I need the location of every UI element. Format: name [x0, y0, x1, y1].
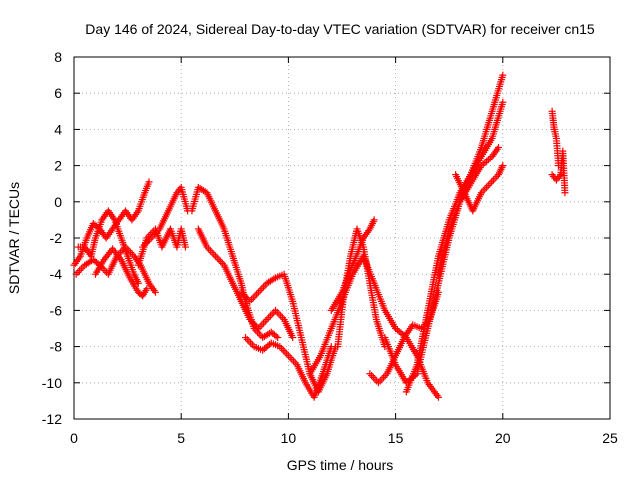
series-satellite-track-19 [548, 107, 563, 170]
series-satellite-track-18 [452, 162, 507, 215]
data-point-marker [181, 243, 189, 251]
data-point-marker [274, 334, 282, 342]
y-tick-label: 2 [54, 158, 62, 174]
data-point-marker [434, 393, 442, 401]
series-satellite-track-20 [548, 147, 569, 197]
data-point-marker [327, 343, 335, 351]
series-satellite-track-10 [242, 334, 335, 401]
data-point-marker [145, 178, 153, 186]
y-tick-label: -10 [42, 375, 62, 391]
data-point-marker [495, 144, 503, 151]
x-tick-label: 15 [388, 430, 404, 446]
data-point-marker [143, 285, 151, 293]
y-tick-label: -6 [50, 302, 63, 318]
y-tick-label: 4 [54, 121, 62, 137]
data-points [70, 71, 569, 401]
series-satellite-track-13 [327, 216, 378, 314]
series-satellite-track-2 [74, 207, 142, 287]
y-tick-label: 0 [54, 194, 62, 210]
y-tick-label: -12 [42, 411, 62, 427]
y-tick-label: -8 [50, 339, 63, 355]
x-tick-label: 20 [495, 430, 511, 446]
series-satellite-track-17 [434, 144, 503, 278]
x-tick-label: 25 [602, 430, 618, 446]
y-axis-label: SDTVAR / TECUs [6, 182, 22, 294]
x-tick-labels: 0 5 10 15 20 25 [70, 430, 618, 446]
y-tick-label: -4 [50, 266, 63, 282]
data-point-marker [134, 279, 142, 287]
y-tick-label: 6 [54, 85, 62, 101]
data-point-marker [289, 334, 297, 342]
data-point-marker [272, 332, 280, 340]
data-point-marker [370, 216, 378, 224]
x-tick-label: 10 [281, 430, 297, 446]
chart-title: Day 146 of 2024, Sidereal Day-to-day VTE… [85, 21, 595, 37]
y-tick-labels: -12 -10 -8 -6 -4 -2 0 2 4 6 8 [42, 49, 62, 427]
data-point-marker [499, 71, 507, 79]
axis-ticks [73, 56, 611, 420]
x-tick-label: 5 [177, 430, 185, 446]
y-tick-label: 8 [54, 49, 62, 65]
x-axis-label: GPS time / hours [287, 457, 394, 473]
series-satellite-track-7 [188, 183, 282, 342]
data-point-marker [499, 98, 507, 106]
x-tick-label: 0 [70, 430, 78, 446]
data-point-marker [561, 189, 569, 197]
series-satellite-track-4 [91, 245, 151, 300]
data-point-marker [270, 275, 278, 283]
y-tick-label: -2 [50, 230, 63, 246]
data-point-marker [151, 288, 159, 296]
series-satellite-track-6 [134, 225, 189, 269]
series-satellite-track-8 [194, 225, 297, 342]
data-point-marker [499, 162, 507, 170]
